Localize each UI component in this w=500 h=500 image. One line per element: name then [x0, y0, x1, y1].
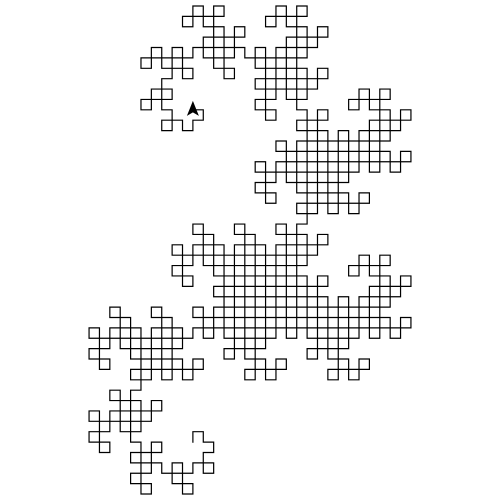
turtle-cursor-icon — [186, 100, 199, 116]
dragon-curve-path — [88, 5, 412, 495]
